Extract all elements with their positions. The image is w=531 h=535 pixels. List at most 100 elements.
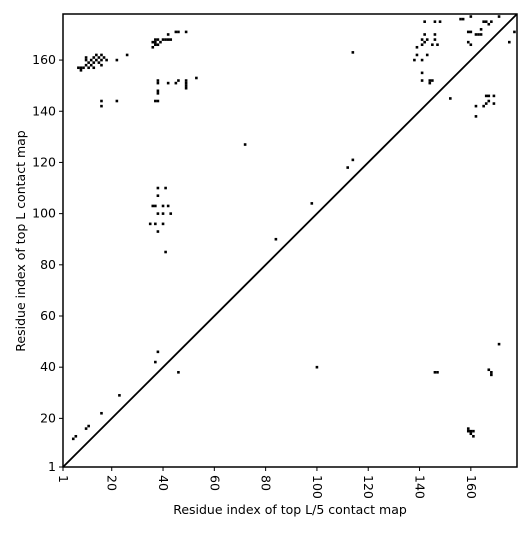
contact-point: [466, 427, 470, 430]
x-tick-label: 20: [105, 475, 120, 491]
contact-point: [79, 69, 83, 72]
contact-point: [482, 20, 485, 23]
contact-point: [466, 30, 470, 34]
contact-point: [154, 43, 157, 47]
y-tick-label: 160: [32, 52, 56, 67]
contact-point: [479, 33, 483, 36]
contact-point: [161, 204, 165, 208]
contact-point: [177, 79, 180, 82]
contact-point: [431, 43, 434, 47]
contact-point: [156, 186, 160, 190]
contact-point: [472, 429, 475, 433]
y-tick-label: 60: [40, 308, 56, 323]
contact-point: [100, 104, 103, 108]
contact-point: [164, 38, 167, 41]
y-tick-label: 120: [32, 154, 56, 169]
y-tick-label: 20: [40, 410, 56, 425]
contact-point: [310, 202, 314, 205]
contact-point: [92, 66, 96, 70]
contact-point: [487, 22, 491, 26]
x-tick-label: 1: [56, 475, 71, 483]
contact-point: [433, 20, 437, 23]
x-axis-label: Residue index of top L/5 contact map: [173, 502, 407, 517]
contact-point: [156, 194, 160, 198]
contact-point: [100, 411, 103, 415]
contact-point: [156, 89, 160, 93]
contact-point: [71, 437, 75, 441]
contact-point: [420, 79, 424, 82]
contact-point: [100, 58, 103, 62]
contact-point: [84, 58, 88, 62]
contact-point: [243, 143, 247, 146]
contact-point: [484, 94, 488, 98]
contact-point: [423, 40, 426, 44]
contact-point: [428, 81, 432, 85]
contact-point: [477, 33, 480, 36]
contact-point: [469, 429, 473, 433]
contact-point: [195, 76, 198, 80]
contact-point: [184, 79, 188, 82]
contact-point: [420, 58, 424, 62]
contact-point: [169, 212, 173, 215]
contact-point: [79, 66, 83, 70]
contact-point: [415, 53, 419, 57]
contact-point: [487, 94, 491, 98]
contact-point: [125, 53, 129, 57]
y-tick-label: 100: [32, 206, 56, 221]
contact-point: [513, 30, 516, 34]
contact-point: [459, 17, 462, 21]
contact-point: [423, 33, 426, 36]
y-axis-label: Residue index of top L contact map: [13, 130, 28, 351]
contact-point: [161, 38, 165, 41]
y-tick-label: 80: [40, 257, 56, 272]
contact-point: [490, 20, 493, 23]
contact-point: [351, 51, 355, 54]
contact-point: [497, 342, 501, 346]
contact-point: [105, 58, 108, 62]
contact-point: [166, 204, 170, 208]
contact-point: [148, 222, 152, 226]
contact-point: [151, 45, 155, 49]
contact-point: [497, 15, 501, 18]
contact-point: [159, 40, 162, 44]
contact-point: [346, 166, 350, 169]
contact-point: [154, 99, 157, 103]
contact-point: [431, 79, 434, 82]
contact-point: [315, 365, 319, 369]
contact-point: [82, 66, 85, 70]
contact-point: [156, 99, 160, 103]
contact-point: [118, 394, 121, 397]
contact-point: [436, 43, 439, 47]
contact-point: [156, 350, 160, 354]
contact-point: [492, 94, 496, 98]
contact-point: [89, 63, 93, 67]
contact-point: [469, 30, 473, 34]
contact-point: [482, 104, 485, 108]
contact-point: [166, 38, 170, 41]
contact-point: [156, 38, 160, 41]
contact-point: [87, 424, 90, 428]
contact-point: [154, 360, 157, 364]
contact-point: [415, 45, 419, 49]
contact-point: [433, 33, 437, 36]
contact-point: [156, 212, 160, 215]
contact-point: [177, 371, 180, 374]
contact-point: [474, 115, 478, 118]
contact-point: [156, 79, 160, 82]
contact-point: [74, 434, 78, 438]
contact-point: [474, 33, 478, 36]
x-tick-label: 40: [156, 475, 171, 491]
contact-point: [423, 20, 426, 23]
contact-point: [177, 30, 180, 34]
contact-point: [484, 20, 488, 23]
contact-point: [487, 368, 491, 372]
contact-point: [87, 66, 90, 70]
contact-point: [164, 186, 167, 190]
contact-point: [484, 102, 488, 105]
contact-point: [433, 38, 437, 41]
contact-point: [487, 99, 491, 103]
contact-point: [174, 30, 178, 34]
contact-point: [438, 20, 442, 23]
contact-point: [508, 40, 511, 44]
